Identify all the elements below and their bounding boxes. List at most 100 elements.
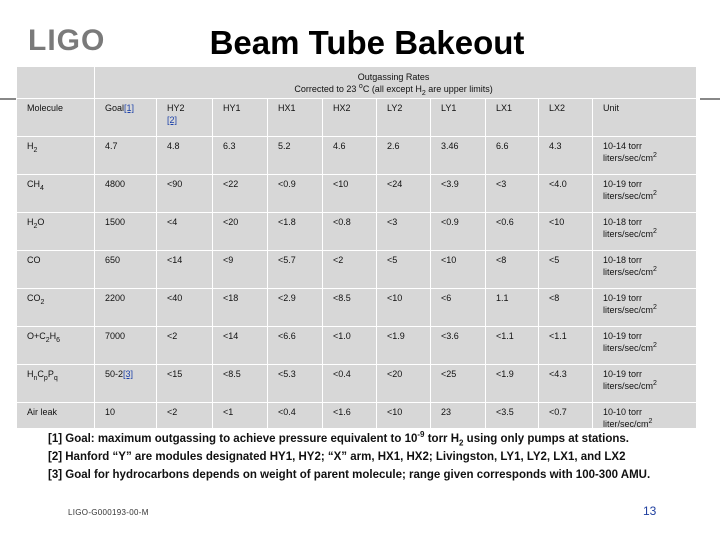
goal-value-cell: 1500 — [94, 212, 157, 251]
rate-value-cell: <10 — [322, 174, 377, 213]
column-header-hy2: HY2 [2] — [156, 98, 213, 137]
unit-cell: 10-18 torr liters/sec/cm2 — [591, 250, 698, 289]
page-number: 13 — [643, 504, 657, 518]
footnote-1: [1] Goal: maximum outgassing to achieve … — [48, 430, 629, 448]
molecule-cell: CO2 — [16, 288, 95, 327]
rate-value-cell: <5.3 — [267, 364, 323, 403]
molecule-cell: CO — [16, 250, 95, 289]
column-header-ly2: LY2 — [376, 98, 431, 137]
rate-value-cell: <1.9 — [485, 364, 539, 403]
rate-value-cell: <14 — [212, 326, 268, 365]
column-header-lx1: LX1 — [485, 98, 539, 137]
unit-cell: 10-14 torr liters/sec/cm2 — [591, 136, 698, 175]
rate-value-cell: <0.4 — [267, 402, 323, 441]
rate-value-cell: <40 — [156, 288, 213, 327]
outgassing-header-line2: Corrected to 23 oC (all except H2 are up… — [294, 83, 493, 97]
rate-value-cell: <0.9 — [430, 212, 486, 251]
rate-value-cell: 1.1 — [485, 288, 539, 327]
rate-value-cell: 3.46 — [430, 136, 486, 175]
rate-value-cell: <3.5 — [485, 402, 539, 441]
column-header-molecule: Molecule — [16, 98, 95, 137]
rate-value-cell: <15 — [156, 364, 213, 403]
column-header-hy1: HY1 — [212, 98, 268, 137]
table-row: CO2 2200 <40 <18 <2.9 <8.5 <10 <6 1.1 <8 10-19 tor… — [16, 288, 698, 327]
rate-value-cell: <1 — [212, 402, 268, 441]
rate-value-cell: <8.5 — [322, 288, 377, 327]
goal-value-cell: 7000 — [94, 326, 157, 365]
rate-value-cell: <1.1 — [538, 326, 593, 365]
molecule-cell: HnCpPq — [16, 364, 95, 403]
rate-value-cell: <2 — [156, 402, 213, 441]
rate-value-cell: 4.8 — [156, 136, 213, 175]
unit-cell: 10-19 torr liters/sec/cm2 — [591, 326, 698, 365]
rate-value-cell: <0.9 — [267, 174, 323, 213]
goal-value-cell: 4.7 — [94, 136, 157, 175]
title-rule-left — [0, 98, 18, 100]
slide-title: Beam Tube Bakeout — [209, 24, 525, 61]
column-header-lx2: LX2 — [538, 98, 593, 137]
rate-value-cell: <8 — [538, 288, 593, 327]
table-row: H2O 1500 <4 <20 <1.8 <0.8 <3 <0.9 <0.6 <10 10-18 t… — [16, 212, 698, 251]
goal-value-cell: 2200 — [94, 288, 157, 327]
goal-footnote-link[interactable]: [1] — [124, 103, 135, 113]
rate-value-cell: <4.0 — [538, 174, 593, 213]
rate-value-cell: <5 — [538, 250, 593, 289]
rate-value-cell: <10 — [430, 250, 486, 289]
molecule-cell: CH4 — [16, 174, 95, 213]
ligo-logo: LIGO — [28, 24, 106, 57]
column-header-ly1: LY1 — [430, 98, 486, 137]
document-id: LIGO-G000193-00-M — [68, 508, 149, 517]
column-header-hx2: HX2 — [322, 98, 377, 137]
footnote-3: [3] Goal for hydrocarbons depends on wei… — [48, 469, 651, 481]
molecule-cell: O+C2H6 — [16, 326, 95, 365]
rate-value-cell: 5.2 — [267, 136, 323, 175]
rate-value-cell: <3 — [485, 174, 539, 213]
rate-value-cell: <3.9 — [430, 174, 486, 213]
unit-cell: 10-19 torr liters/sec/cm2 — [591, 174, 698, 213]
rate-value-cell: <4.3 — [538, 364, 593, 403]
rate-value-cell: <90 — [156, 174, 213, 213]
rate-value-cell: <6 — [430, 288, 486, 327]
rate-value-cell: <1.1 — [485, 326, 539, 365]
rate-value-cell: <0.6 — [485, 212, 539, 251]
rate-value-cell: <2.9 — [267, 288, 323, 327]
rate-value-cell: <20 — [376, 364, 431, 403]
molecule-cell: H2O — [16, 212, 95, 251]
table-row: CH4 4800 <90 <22 <0.9 <10 <24 <3.9 <3 <4.0 10-19 t… — [16, 174, 698, 213]
rate-value-cell: 4.3 — [538, 136, 593, 175]
unit-cell: 10-10 torr liter/sec/cm2 — [591, 402, 698, 441]
hy2-footnote-link[interactable]: [2] — [167, 115, 178, 125]
rate-value-cell: <8 — [485, 250, 539, 289]
rate-value-cell: <0.8 — [322, 212, 377, 251]
rate-value-cell: <2 — [156, 326, 213, 365]
goal-value-cell: 10 — [94, 402, 157, 441]
outgassing-rates-header: Outgassing Rates Corrected to 23 oC (all… — [93, 66, 698, 99]
goal-value-cell: 50-2[3] — [94, 364, 157, 403]
rate-value-cell: 23 — [430, 402, 486, 441]
rate-value-cell: <10 — [376, 288, 431, 327]
rate-value-cell: 4.6 — [322, 136, 377, 175]
title-rule-right — [700, 98, 720, 100]
rate-value-cell: <3 — [376, 212, 431, 251]
rate-value-cell: 6.3 — [212, 136, 268, 175]
rate-value-cell: <25 — [430, 364, 486, 403]
outgassing-header-line1: Outgassing Rates — [357, 72, 430, 82]
column-header-unit: Unit — [591, 98, 698, 137]
rate-value-cell: <24 — [376, 174, 431, 213]
table-row: H2 4.7 4.8 6.3 5.2 4.6 2.6 3.46 6.6 4.3 10-14 torr… — [16, 136, 698, 175]
unit-cell: 10-19 torr liters/sec/cm2 — [591, 288, 698, 327]
hydrocarbon-footnote-link[interactable]: [3] — [123, 369, 134, 379]
rate-value-cell: <10 — [538, 212, 593, 251]
rate-value-cell: <5 — [376, 250, 431, 289]
rate-value-cell: <1.6 — [322, 402, 377, 441]
molecule-cell: Air leak — [16, 402, 95, 441]
rate-value-cell: <8.5 — [212, 364, 268, 403]
rate-value-cell: <1.0 — [322, 326, 377, 365]
rate-value-cell: <0.4 — [322, 364, 377, 403]
rate-value-cell: <22 — [212, 174, 268, 213]
rate-value-cell: <10 — [376, 402, 431, 441]
rate-value-cell: <6.6 — [267, 326, 323, 365]
rate-value-cell: <1.9 — [376, 326, 431, 365]
goal-value-cell: 650 — [94, 250, 157, 289]
rate-value-cell: <4 — [156, 212, 213, 251]
